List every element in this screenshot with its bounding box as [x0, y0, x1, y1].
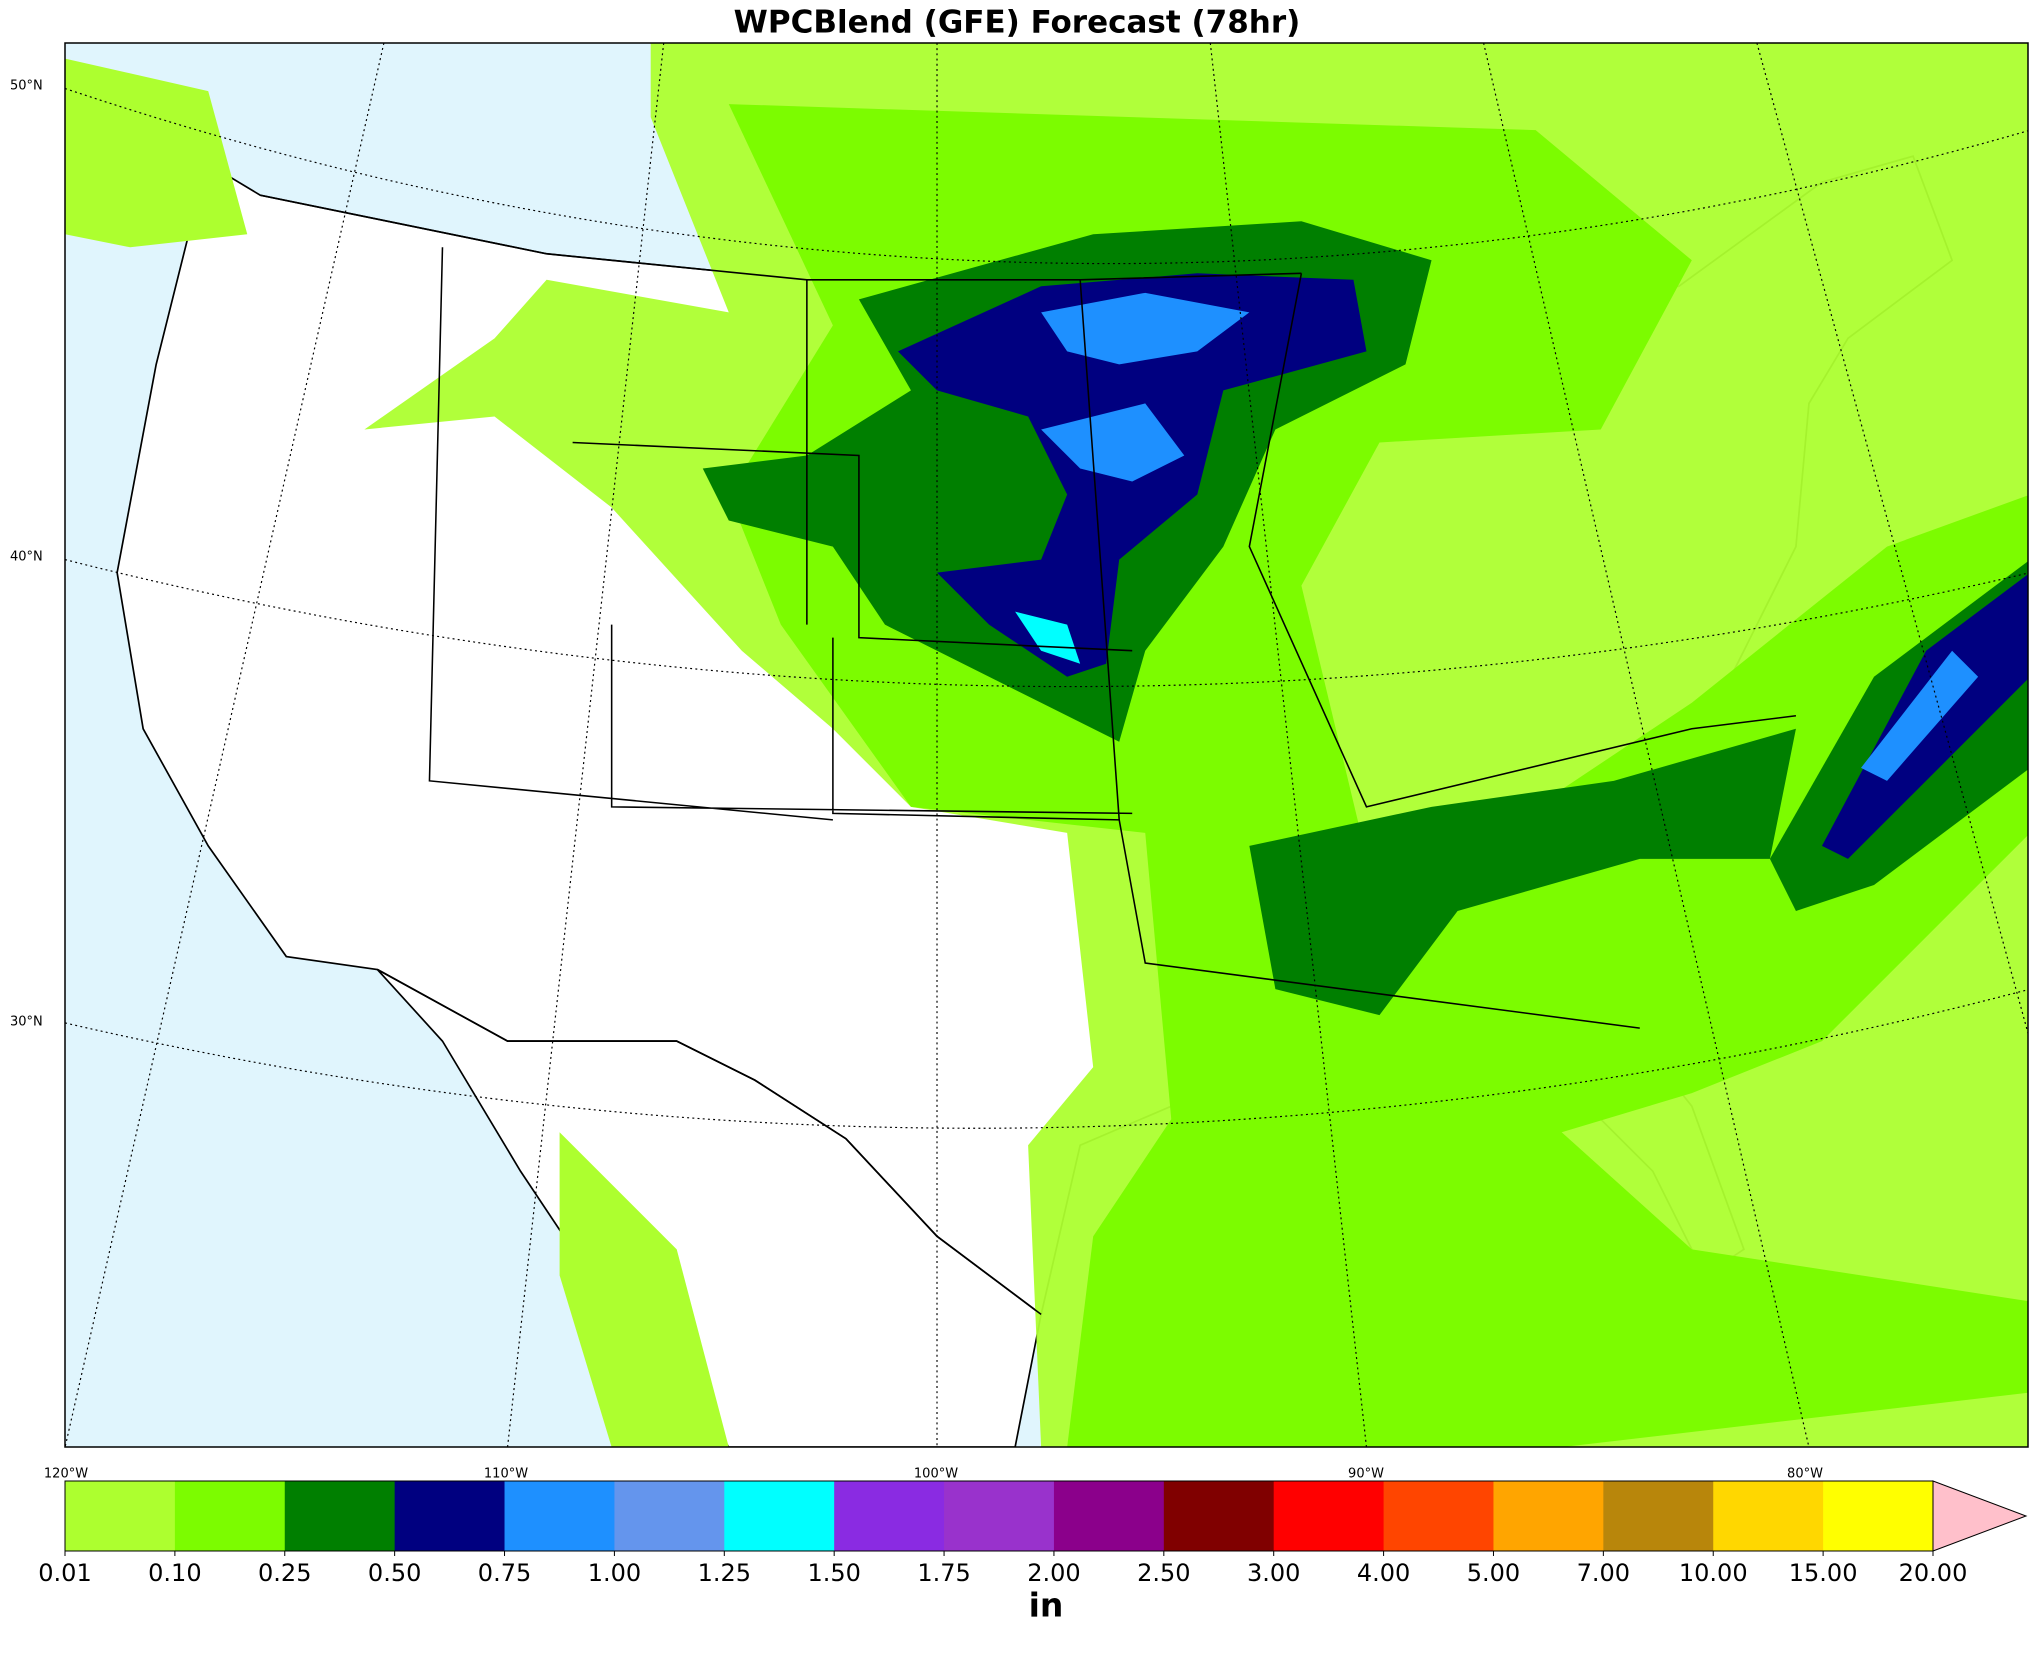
lat-label: 50°N — [10, 79, 43, 94]
colorbar-segment — [724, 1481, 835, 1551]
colorbar-tick-label: 20.00 — [1899, 1559, 1968, 1587]
colorbar: 0.01 0.10 0.25 0.50 0.75 1.00 1.25 1.50 1.75 2.00… — [38, 1480, 2028, 1587]
colorbar-unit: in — [1029, 1586, 1064, 1625]
colorbar-segment — [1823, 1481, 1934, 1551]
colorbar-segment — [1713, 1481, 1824, 1551]
colorbar-segment — [1603, 1481, 1714, 1551]
colorbar-tick-label: 10.00 — [1679, 1559, 1748, 1587]
precip-extreme — [1015, 611, 1081, 664]
colorbar-outline — [64, 1480, 1934, 1552]
colorbar-tick-label: 1.25 — [698, 1559, 751, 1587]
lon-label: 80°W — [1787, 1467, 1823, 1482]
colorbar-tick-label: 15.00 — [1789, 1559, 1858, 1587]
colorbar-segment — [1053, 1481, 1165, 1551]
lon-label: 90°W — [1348, 1467, 1384, 1482]
colorbar-segment — [944, 1481, 1055, 1551]
colorbar-segment — [1163, 1481, 1275, 1551]
colorbar-tick-label: 3.00 — [1247, 1559, 1300, 1587]
colorbar-tick-label: 1.50 — [807, 1559, 860, 1587]
colorbar-tick-label: 7.00 — [1577, 1559, 1630, 1587]
colorbar-extend — [1932, 1480, 2028, 1552]
colorbar-segment — [504, 1481, 615, 1551]
map-frame — [64, 42, 2029, 1448]
colorbar-segment — [1493, 1481, 1604, 1551]
colorbar-tick-label: 2.00 — [1027, 1559, 1080, 1587]
lon-label: 110°W — [484, 1467, 528, 1482]
precip-light — [65, 58, 248, 248]
precip-light — [559, 1132, 729, 1447]
colorbar-segment — [174, 1481, 286, 1551]
precip-intense — [1861, 650, 1979, 781]
precip-intense — [1041, 403, 1185, 482]
colorbar-tick-label: 1.75 — [917, 1559, 970, 1587]
colorbar-segment — [284, 1481, 396, 1551]
colorbar-tick-label: 1.00 — [588, 1559, 641, 1587]
lon-label: 120°W — [44, 1467, 88, 1482]
colorbar-segment — [834, 1481, 945, 1551]
colorbar-tick-label: 4.00 — [1357, 1559, 1410, 1587]
colorbar-tick-label: 0.75 — [478, 1559, 531, 1587]
colorbar-tick-label: 0.10 — [148, 1559, 201, 1587]
colorbar-segment — [1273, 1481, 1385, 1551]
colorbar-tick-label: 2.50 — [1137, 1559, 1190, 1587]
colorbar-tick-label: 0.01 — [38, 1559, 91, 1587]
precip-intense — [1041, 292, 1250, 365]
map — [65, 43, 2028, 1447]
lon-label: 100°W — [914, 1467, 958, 1482]
boundaries — [260, 194, 1797, 1316]
title: WPCBlend (GFE) Forecast (78hr) — [734, 5, 1301, 41]
lat-label: 30°N — [10, 1015, 43, 1030]
colorbar-segment — [394, 1481, 506, 1551]
colorbar-segment — [65, 1481, 176, 1551]
colorbar-tick-label: 0.25 — [258, 1559, 311, 1587]
colorbar-segment — [1383, 1481, 1494, 1551]
colorbar-tick-label: 5.00 — [1467, 1559, 1520, 1587]
lat-label: 40°N — [10, 550, 43, 565]
colorbar-tick-label: 0.50 — [368, 1559, 421, 1587]
graticule — [65, 43, 2028, 1447]
colorbar-segment — [614, 1481, 725, 1551]
